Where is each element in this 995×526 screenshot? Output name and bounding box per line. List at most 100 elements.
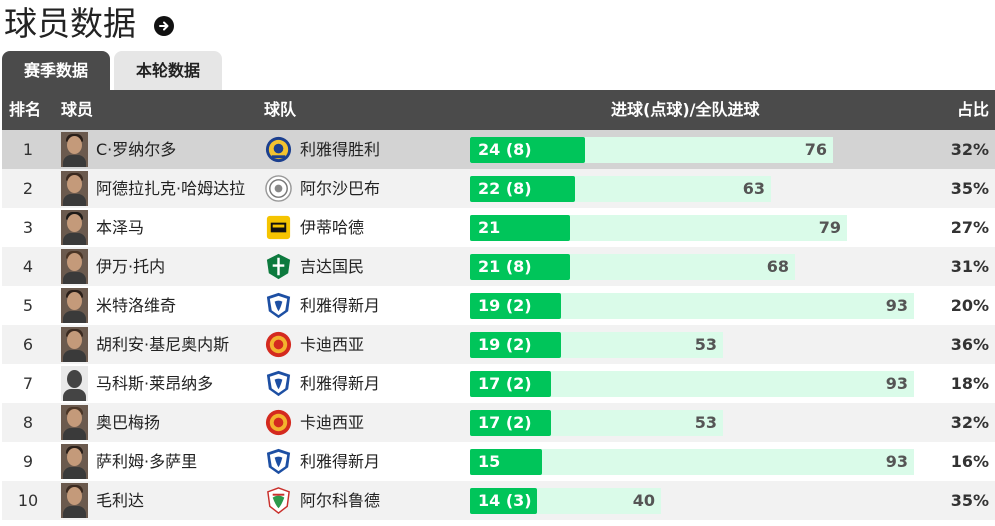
al-hilal-logo[interactable] — [264, 291, 293, 320]
table-row[interactable]: 4 伊万·托内 吉达国民 21 (8) 68 31% — [2, 247, 995, 286]
player-name[interactable]: 伊万·托内 — [96, 257, 166, 276]
player-goals-fill — [470, 293, 561, 319]
table-row[interactable]: 2 阿德拉扎克·哈姆达拉 阿尔沙巴布 22 (8) 63 35% — [2, 169, 995, 208]
tab-round-stats[interactable]: 本轮数据 — [114, 51, 222, 90]
header-ratio[interactable]: 占比 — [956, 100, 989, 119]
table-row[interactable]: 10 毛利达 阿尔科鲁德 14 (3) 40 35% — [2, 481, 995, 520]
table-row[interactable]: 7 马科斯·莱昂纳多 利雅得新月 17 (2) 93 18% — [2, 364, 995, 403]
arrow-right-icon[interactable] — [154, 16, 174, 36]
player-name[interactable]: 马科斯·莱昂纳多 — [96, 374, 214, 393]
al-ittihad-logo[interactable] — [264, 213, 293, 242]
arrow-right-glyph — [159, 21, 169, 31]
rank-cell: 7 — [22, 374, 34, 393]
player-avatar[interactable] — [61, 249, 88, 284]
player-goals-label: 21 (8) — [478, 257, 532, 276]
ratio-cell: 20% — [950, 296, 989, 315]
player-avatar[interactable] — [61, 288, 88, 323]
team-goals-label: 93 — [885, 452, 908, 471]
player-name[interactable]: 奥巴梅扬 — [96, 413, 161, 432]
player-name[interactable]: 毛利达 — [96, 491, 145, 510]
player-avatar[interactable] — [61, 171, 88, 206]
player-goals-fill — [470, 488, 537, 514]
tab-season-stats[interactable]: 赛季数据 — [2, 51, 110, 90]
player-avatar[interactable] — [61, 444, 88, 479]
player-goals-label: 21 — [478, 218, 501, 237]
team-name[interactable]: 吉达国民 — [300, 257, 365, 276]
player-name[interactable]: 萨利姆·多萨里 — [96, 452, 198, 471]
player-avatar[interactable] — [61, 327, 88, 362]
player-name[interactable]: C·罗纳尔多 — [96, 140, 177, 159]
ratio-cell: 36% — [950, 335, 989, 354]
goals-bar: 17 (2) 93 — [470, 371, 914, 397]
al-qadsiah-logo[interactable] — [264, 330, 293, 359]
player-avatar[interactable] — [61, 366, 88, 401]
header-rank[interactable]: 排名 — [9, 100, 42, 119]
team-name[interactable]: 利雅得新月 — [300, 374, 381, 393]
team-goals-label: 63 — [742, 179, 765, 198]
al-hilal-logo[interactable] — [264, 369, 293, 398]
al-shabab-logo[interactable] — [264, 174, 293, 203]
header-player[interactable]: 球员 — [61, 100, 94, 119]
goals-bar: 17 (2) 53 — [470, 410, 723, 436]
team-goals-label: 93 — [885, 296, 908, 315]
team-goals-track — [470, 449, 914, 475]
team-name[interactable]: 伊蒂哈德 — [300, 218, 365, 237]
rank-cell: 8 — [22, 413, 34, 432]
team-name[interactable]: 利雅得新月 — [300, 452, 381, 471]
team-name[interactable]: 利雅得新月 — [300, 296, 381, 315]
ratio-cell: 35% — [950, 179, 989, 198]
player-goals-label: 14 (3) — [478, 491, 532, 510]
player-goals-label: 17 (2) — [478, 413, 532, 432]
al-ahli-logo[interactable] — [264, 252, 293, 281]
player-avatar[interactable] — [61, 405, 88, 440]
header-team[interactable]: 球队 — [264, 100, 297, 119]
player-stats-table: 排名 球员 球队 进球(点球)/全队进球 占比 1 C·罗纳尔多 利雅得胜利 24 (… — [2, 90, 995, 520]
table-row[interactable]: 5 米特洛维奇 利雅得新月 19 (2) 93 20% — [2, 286, 995, 325]
rank-cell: 10 — [17, 491, 39, 510]
player-goals-fill — [470, 215, 570, 241]
header-goals[interactable]: 进球(点球)/全队进球 — [611, 100, 760, 119]
team-goals-label: 53 — [694, 335, 717, 354]
player-avatar[interactable] — [61, 210, 88, 245]
goals-bar: 22 (8) 63 — [470, 176, 771, 202]
al-nassr-logo[interactable] — [264, 135, 293, 164]
team-name[interactable]: 阿尔科鲁德 — [300, 491, 381, 510]
player-name[interactable]: 本泽马 — [96, 218, 145, 237]
al-qadsiah-logo[interactable] — [264, 408, 293, 437]
player-goals-label: 19 (2) — [478, 296, 532, 315]
goals-bar: 15 93 — [470, 449, 914, 475]
player-name[interactable]: 米特洛维奇 — [96, 296, 177, 315]
player-goals-fill — [470, 254, 570, 280]
player-name[interactable]: 胡利安·基尼奥内斯 — [96, 335, 230, 354]
rank-cell: 2 — [22, 179, 34, 198]
table-row[interactable]: 3 本泽马 伊蒂哈德 21 79 27% — [2, 208, 995, 247]
table-row[interactable]: 1 C·罗纳尔多 利雅得胜利 24 (8) 76 32% — [2, 130, 995, 169]
table-row[interactable]: 8 奥巴梅扬 卡迪西亚 17 (2) 53 32% — [2, 403, 995, 442]
table-row[interactable]: 6 胡利安·基尼奥内斯 卡迪西亚 19 (2) 53 36% — [2, 325, 995, 364]
ratio-cell: 31% — [950, 257, 989, 276]
ratio-cell: 27% — [950, 218, 989, 237]
player-avatar[interactable] — [61, 132, 88, 167]
player-name[interactable]: 阿德拉扎克·哈姆达拉 — [96, 179, 246, 198]
stats-tabs: 赛季数据 本轮数据 — [2, 51, 226, 90]
al-kholood-logo[interactable] — [264, 486, 293, 515]
player-goals-fill — [470, 410, 551, 436]
goals-bar: 19 (2) 93 — [470, 293, 914, 319]
al-hilal-logo[interactable] — [264, 447, 293, 476]
rank-cell: 3 — [22, 218, 34, 237]
table-row[interactable]: 9 萨利姆·多萨里 利雅得新月 15 93 16% — [2, 442, 995, 481]
player-avatar[interactable] — [61, 483, 88, 518]
team-name[interactable]: 卡迪西亚 — [300, 413, 365, 432]
team-name[interactable]: 利雅得胜利 — [300, 140, 381, 159]
page-title: 球员数据 — [4, 4, 136, 43]
team-name[interactable]: 阿尔沙巴布 — [300, 179, 381, 198]
team-goals-label: 76 — [804, 140, 827, 159]
player-goals-label: 24 (8) — [478, 140, 532, 159]
player-goals-fill — [470, 176, 575, 202]
team-name[interactable]: 卡迪西亚 — [300, 335, 365, 354]
goals-bar: 24 (8) 76 — [470, 137, 833, 163]
player-goals-label: 17 (2) — [478, 374, 532, 393]
player-goals-label: 15 — [478, 452, 501, 471]
rank-cell: 6 — [22, 335, 34, 354]
ratio-cell: 35% — [950, 491, 989, 510]
